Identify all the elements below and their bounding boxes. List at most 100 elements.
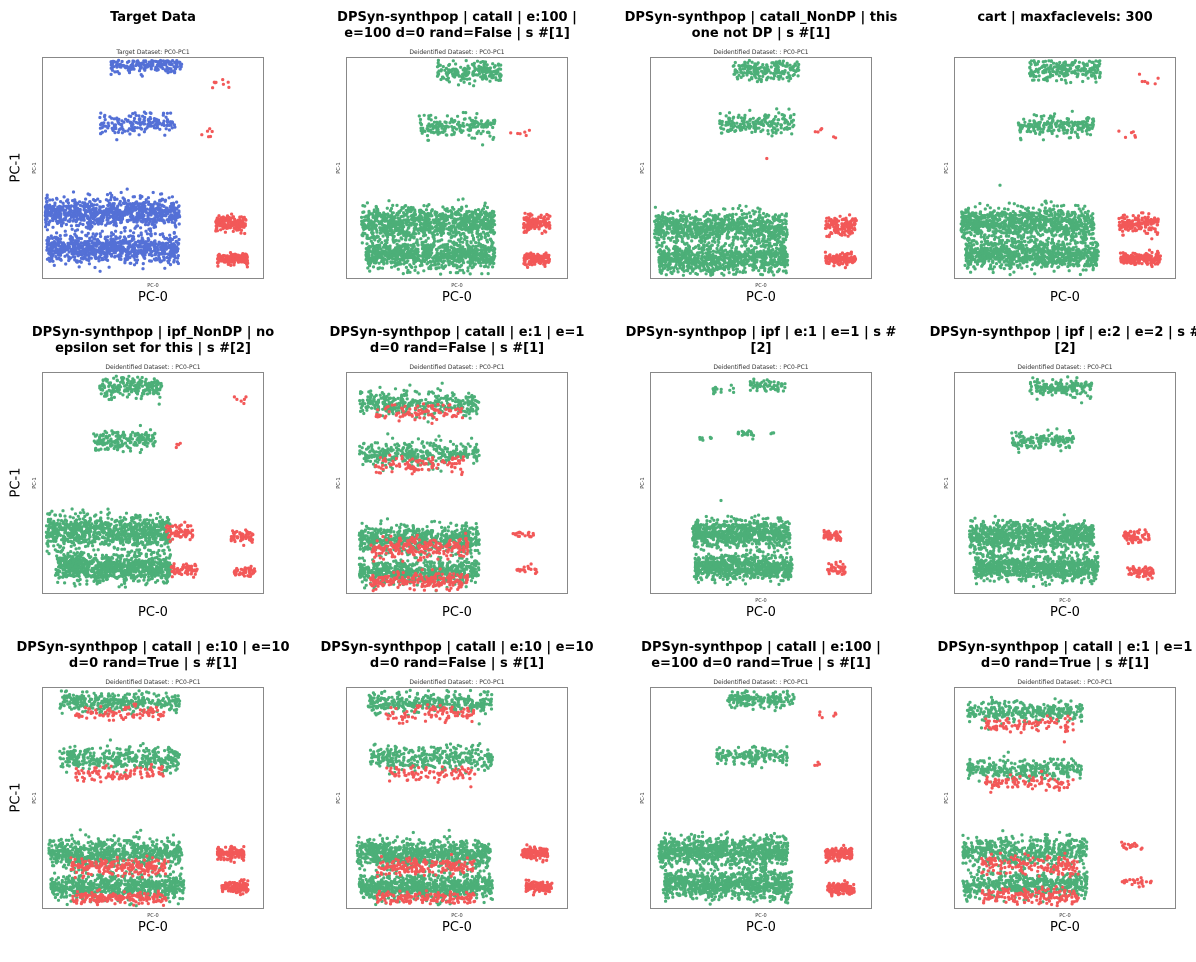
data-point [435, 248, 438, 251]
data-point [526, 229, 529, 232]
data-point [147, 228, 150, 231]
data-point [381, 219, 384, 222]
data-point [131, 123, 134, 126]
data-point [99, 112, 102, 115]
data-point [401, 249, 404, 252]
data-point [129, 262, 132, 265]
data-point [228, 256, 231, 259]
data-point [217, 257, 220, 260]
data-point [136, 224, 139, 227]
data-point [448, 233, 451, 236]
data-point [236, 258, 239, 261]
data-point [484, 75, 487, 78]
data-point [498, 78, 501, 81]
data-point [48, 213, 51, 216]
data-point [483, 224, 486, 227]
data-point [487, 131, 490, 134]
data-point [433, 221, 436, 224]
data-point [104, 125, 107, 128]
data-point [95, 232, 98, 235]
data-point [129, 210, 132, 213]
data-point [467, 134, 470, 137]
data-point [389, 244, 392, 247]
data-point [123, 202, 126, 205]
data-point [474, 247, 477, 250]
data-point [232, 215, 235, 218]
data-point [527, 256, 530, 259]
data-point [382, 235, 385, 238]
data-point [445, 133, 448, 136]
data-point [155, 258, 158, 261]
data-point [431, 125, 434, 128]
data-point [170, 70, 173, 73]
data-point [442, 131, 445, 134]
data-point [467, 70, 470, 73]
data-point [489, 66, 492, 69]
data-point [378, 262, 381, 265]
data-point [74, 204, 77, 207]
data-point [118, 253, 121, 256]
data-point [492, 119, 495, 122]
data-point [375, 217, 378, 220]
data-point [442, 261, 445, 264]
data-point [459, 129, 462, 132]
data-point [45, 209, 48, 212]
data-point [544, 261, 547, 264]
data-point [153, 201, 156, 204]
data-point [410, 218, 413, 221]
data-point [238, 225, 241, 228]
data-point [79, 222, 82, 225]
data-point [106, 239, 109, 242]
inner-x-label: PC-0 [147, 283, 159, 289]
data-point [142, 62, 145, 65]
data-point [113, 196, 116, 199]
data-point [426, 262, 429, 265]
data-point [85, 209, 88, 212]
data-point [93, 222, 96, 225]
data-point [79, 209, 82, 212]
data-point [157, 218, 160, 221]
data-point [145, 198, 148, 201]
data-point [484, 218, 487, 221]
data-point [175, 240, 178, 243]
data-point [131, 249, 134, 252]
data-point [137, 114, 140, 117]
data-point [408, 234, 411, 237]
data-point [175, 63, 178, 66]
data-point [165, 116, 168, 119]
data-point [76, 207, 79, 210]
data-point [470, 231, 473, 234]
data-point [113, 255, 116, 258]
data-point [171, 126, 174, 129]
data-point [223, 226, 226, 229]
data-point [372, 235, 375, 238]
data-point [541, 260, 544, 263]
data-point [462, 271, 465, 274]
data-point [445, 209, 448, 212]
data-point [372, 215, 375, 218]
data-point [131, 112, 134, 115]
data-point [152, 243, 155, 246]
data-point [144, 242, 147, 245]
data-point [166, 208, 169, 211]
data-point [88, 193, 91, 196]
data-point [366, 217, 369, 220]
chart-title: DPSyn-synthpop | catall_NonDP | this one… [610, 10, 912, 42]
data-point [94, 219, 97, 222]
data-point [107, 122, 110, 125]
data-point [444, 214, 447, 217]
data-point [75, 214, 78, 217]
data-point [72, 246, 75, 249]
data-point [79, 217, 82, 220]
data-point [393, 216, 396, 219]
data-point [442, 65, 445, 68]
data-point [451, 241, 454, 244]
data-point [144, 59, 147, 62]
data-point [243, 216, 246, 219]
data-point [83, 250, 86, 253]
data-point [135, 221, 138, 224]
data-point [147, 119, 150, 122]
data-point [432, 235, 435, 238]
data-point [385, 262, 388, 265]
